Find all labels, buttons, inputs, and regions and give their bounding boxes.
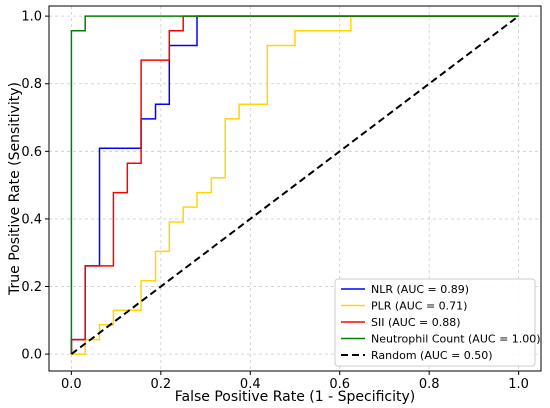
x-tick-label: 0.0 bbox=[61, 377, 82, 392]
legend-label: PLR (AUC = 0.71) bbox=[371, 300, 467, 313]
x-axis-label: False Positive Rate (1 - Specificity) bbox=[175, 389, 416, 405]
y-tick-label: 0.2 bbox=[21, 280, 42, 295]
legend-label: Neutrophil Count (AUC = 1.00) bbox=[371, 333, 541, 346]
x-tick-label: 0.2 bbox=[150, 377, 171, 392]
legend-label: NLR (AUC = 0.89) bbox=[371, 283, 469, 296]
y-tick-label: 0.4 bbox=[21, 212, 42, 227]
axis-ticks: 0.0 0.2 0.4 0.6 0.8 1.0 0.0 0.2 0.4 0.6 0.8 1.0 bbox=[21, 10, 529, 392]
y-tick-label: 0.6 bbox=[21, 145, 42, 160]
x-tick-label: 0.4 bbox=[240, 377, 261, 392]
series-lines bbox=[70, 15, 520, 355]
legend: NLR (AUC = 0.89) PLR (AUC = 0.71) SII (AUC… bbox=[334, 278, 541, 367]
legend-label: Random (AUC = 0.50) bbox=[371, 349, 493, 362]
plot-frame bbox=[48, 5, 542, 372]
x-tick-label: 0.8 bbox=[419, 377, 440, 392]
x-tick-label: 0.6 bbox=[329, 377, 350, 392]
y-tick-label: 0.0 bbox=[21, 348, 42, 363]
x-tick-label: 1.0 bbox=[508, 377, 529, 392]
series-line bbox=[70, 15, 519, 355]
legend-label: SII (AUC = 0.88) bbox=[371, 316, 461, 329]
y-tick-label: 1.0 bbox=[21, 10, 42, 25]
series-line bbox=[70, 15, 519, 355]
series-line bbox=[70, 15, 520, 355]
y-axis-label: True Positive Rate (Sensitivity) bbox=[7, 82, 23, 296]
legend-items: NLR (AUC = 0.89) PLR (AUC = 0.71) SII (AUC… bbox=[341, 283, 541, 362]
legend-box bbox=[334, 278, 536, 367]
y-tick-label: 0.8 bbox=[21, 77, 42, 92]
